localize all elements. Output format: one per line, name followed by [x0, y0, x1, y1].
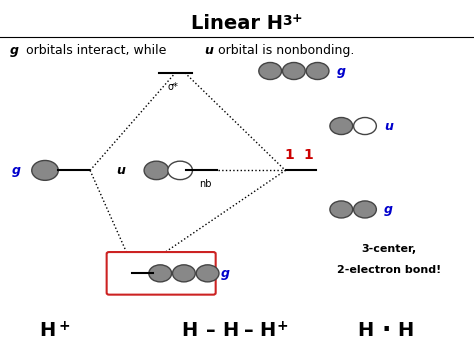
Text: σ: σ — [128, 283, 133, 293]
Text: ·: · — [382, 318, 391, 342]
Text: u: u — [384, 120, 393, 132]
Text: H: H — [182, 321, 198, 340]
Text: –: – — [206, 321, 216, 340]
Text: orbitals interact, while: orbitals interact, while — [26, 44, 171, 58]
Text: +: + — [276, 318, 288, 333]
Text: orbital is nonbonding.: orbital is nonbonding. — [218, 44, 355, 58]
Circle shape — [354, 118, 376, 135]
Text: g: g — [9, 44, 18, 58]
Circle shape — [149, 265, 172, 282]
Text: –: – — [244, 321, 254, 340]
Circle shape — [196, 265, 219, 282]
Circle shape — [259, 62, 282, 80]
Circle shape — [168, 161, 192, 180]
Text: 2-electron bond!: 2-electron bond! — [337, 265, 441, 275]
Text: σ*: σ* — [168, 82, 178, 92]
Text: H: H — [397, 321, 413, 340]
Text: g: g — [221, 267, 229, 280]
Text: nb: nb — [199, 179, 211, 189]
Text: H: H — [260, 321, 276, 340]
Circle shape — [173, 265, 195, 282]
Text: u: u — [117, 164, 125, 177]
Text: Linear H: Linear H — [191, 14, 283, 33]
Text: 1: 1 — [284, 148, 294, 162]
Circle shape — [283, 62, 305, 80]
Circle shape — [330, 201, 353, 218]
Circle shape — [330, 118, 353, 135]
Text: +: + — [58, 318, 70, 333]
Text: 3: 3 — [282, 14, 292, 28]
Text: H: H — [222, 321, 238, 340]
Circle shape — [306, 62, 329, 80]
Text: u: u — [204, 44, 213, 58]
Text: H: H — [39, 321, 55, 340]
Circle shape — [32, 160, 58, 180]
Text: 3-center,: 3-center, — [361, 244, 416, 253]
Text: 1: 1 — [303, 148, 313, 162]
FancyBboxPatch shape — [107, 252, 216, 295]
Text: g: g — [384, 203, 393, 216]
Text: H: H — [357, 321, 373, 340]
Circle shape — [144, 161, 169, 180]
Text: g: g — [12, 164, 21, 177]
Circle shape — [354, 201, 376, 218]
Text: +: + — [292, 12, 302, 26]
Text: g: g — [337, 65, 346, 77]
